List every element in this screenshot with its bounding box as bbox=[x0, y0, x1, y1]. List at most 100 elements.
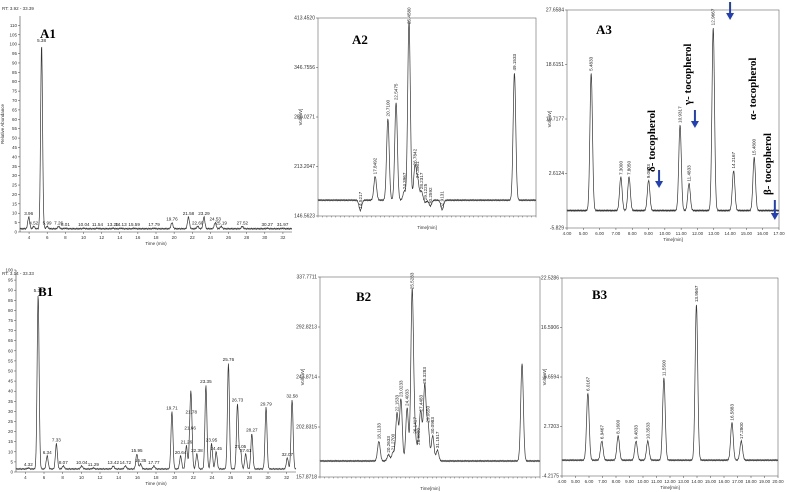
peak-label: 27.61 bbox=[240, 448, 252, 453]
x-tick-label: 15.00 bbox=[741, 231, 753, 236]
x-tick-label: 18.00 bbox=[745, 479, 757, 484]
x-tick-label: 16 bbox=[135, 475, 141, 480]
peak-label: 5.37 bbox=[34, 288, 43, 293]
peak-label: 28.3283 bbox=[422, 367, 427, 384]
y-tick-label: 18.6151 bbox=[546, 62, 564, 68]
x-axis-title: Time[min] bbox=[417, 225, 437, 230]
y-tick-label: 50 bbox=[8, 369, 14, 374]
y-tick-label: 110 bbox=[10, 23, 18, 28]
y-tick-label: 15 bbox=[8, 439, 14, 444]
peak-label: 10.04 bbox=[78, 222, 90, 227]
y-axis-title: Volt[mV] bbox=[547, 111, 552, 128]
x-tick-label: 14 bbox=[116, 475, 122, 480]
peak-label: 13.9567 bbox=[694, 285, 699, 302]
x-tick-label: 24 bbox=[209, 475, 215, 480]
peak-label: 49.1533 bbox=[512, 53, 517, 70]
peak-label: 29.0650 bbox=[426, 406, 431, 423]
x-tick-label: 14.00 bbox=[724, 231, 736, 236]
peak-label: 18.1133 bbox=[376, 423, 381, 440]
y-tick-label: 0 bbox=[14, 230, 17, 235]
y-tick-label: 5 bbox=[10, 459, 13, 464]
y-tick-label: 80 bbox=[8, 308, 14, 313]
annotation-2: α- tocopherol bbox=[747, 58, 759, 120]
x-tick-label: 8.00 bbox=[628, 231, 637, 236]
panel-a3: -5.829 2.6124 10.7177 18.6151 27.6584 4.00 5.0… bbox=[546, 2, 785, 242]
y-tick-label: 280.0271 bbox=[294, 115, 315, 121]
peak-label: 23.29 bbox=[198, 211, 210, 216]
peak-label: 24.4033 bbox=[405, 389, 410, 406]
peak-label: 6.34 bbox=[43, 450, 52, 455]
peak-label: 7.8050 bbox=[627, 161, 632, 175]
y-tick-label: -4.2175 bbox=[542, 474, 559, 480]
peak-label: 10.04 bbox=[76, 460, 88, 465]
y-axis-title: Relative Abundance bbox=[0, 350, 1, 391]
peak-label: 26.7842 bbox=[412, 148, 417, 165]
y-tick-label: 10 bbox=[8, 449, 14, 454]
x-tick-label: 20 bbox=[172, 235, 178, 240]
peak-label: 14.5217 bbox=[358, 191, 363, 208]
peak-label: 22.38 bbox=[191, 448, 203, 453]
y-tick-label: 157.8718 bbox=[296, 475, 317, 481]
arrow-head bbox=[726, 13, 735, 20]
peak-label: 22.60 bbox=[192, 220, 204, 225]
arrow-head bbox=[655, 181, 664, 188]
x-tick-label: 26 bbox=[226, 235, 232, 240]
x-tick-label: 10 bbox=[81, 235, 87, 240]
y-axis-title: Volt[mV] bbox=[300, 369, 305, 386]
peak-label: 6.0167 bbox=[585, 376, 590, 390]
x-tick-label: 6.00 bbox=[585, 479, 594, 484]
y-tick-label: 70 bbox=[8, 328, 14, 333]
peak-label: 22.5475 bbox=[394, 83, 399, 100]
y-tick-label: 105 bbox=[9, 32, 17, 37]
peak-label: 20.64 bbox=[175, 450, 187, 455]
x-tick-label: 7.00 bbox=[598, 479, 607, 484]
panel-a2: 146.5623 213.2047 280.0271 346.7556 413.4520… bbox=[294, 7, 537, 230]
x-tick-label: 16 bbox=[135, 235, 141, 240]
y-tick-label: 213.2047 bbox=[294, 164, 315, 170]
panel-b1: RT: 3.14 - 33.33 0 5 10 15 20 25 30 35 40 45 50 55 60… bbox=[0, 268, 298, 487]
peak-label: 21.78 bbox=[186, 409, 198, 414]
peak-label: 3.96 bbox=[24, 211, 33, 216]
peak-label: 12.9667 bbox=[711, 8, 716, 25]
x-tick-label: 4 bbox=[24, 475, 27, 480]
peak-label: 23.95 bbox=[206, 438, 218, 443]
y-tick-label: 60 bbox=[12, 117, 18, 122]
x-tick-label: 6 bbox=[46, 235, 49, 240]
x-tick-label: 11.00 bbox=[676, 231, 687, 236]
x-tick-label: 20.00 bbox=[772, 479, 784, 484]
x-tick-label: 10.00 bbox=[659, 231, 671, 236]
peak-label: 31.97 bbox=[277, 222, 289, 227]
panel-label-b1: B1 bbox=[38, 284, 53, 299]
peak-label: 20.2633 bbox=[386, 436, 391, 453]
peak-label: 7.26 bbox=[54, 220, 63, 225]
y-tick-label: 20 bbox=[8, 429, 14, 434]
y-tick-label: 25 bbox=[12, 183, 18, 188]
peak-label: 8.1600 bbox=[616, 419, 621, 433]
peak-label: 29.1225 bbox=[423, 183, 428, 200]
peak-label: 25.4580 bbox=[407, 7, 412, 24]
y-tick-label: 60 bbox=[8, 348, 14, 353]
y-tick-label: 95 bbox=[8, 278, 14, 283]
y-tick-label: 202.8315 bbox=[296, 425, 317, 431]
peak-label: 21.2700 bbox=[391, 433, 396, 450]
y-tick-label: 45 bbox=[8, 379, 14, 384]
peak-label: 28.2317 bbox=[419, 172, 424, 189]
x-tick-label: 12 bbox=[97, 475, 103, 480]
peak-label: 8.07 bbox=[59, 460, 68, 465]
y-tick-label: 10 bbox=[12, 211, 18, 216]
x-tick-label: 28 bbox=[247, 475, 253, 480]
peak-label: 9.4833 bbox=[634, 425, 639, 439]
trace-b2 bbox=[319, 288, 541, 463]
y-tick-label: 20 bbox=[12, 192, 18, 197]
peak-label: 25.19 bbox=[215, 220, 227, 225]
y-tick-label: 22.5286 bbox=[541, 276, 559, 282]
y-tick-label: 75 bbox=[8, 318, 14, 323]
y-tick-label: 247.8714 bbox=[296, 375, 317, 381]
peak-label: 22.1533 bbox=[395, 394, 400, 411]
annotation-0: δ- tocopherol bbox=[646, 110, 658, 172]
y-tick-label: 15 bbox=[12, 201, 18, 206]
panel-label-b3: B3 bbox=[592, 287, 608, 302]
arrow-head bbox=[770, 213, 779, 220]
x-tick-label: 7.00 bbox=[612, 231, 621, 236]
peak-label: 32.07 bbox=[282, 452, 294, 457]
